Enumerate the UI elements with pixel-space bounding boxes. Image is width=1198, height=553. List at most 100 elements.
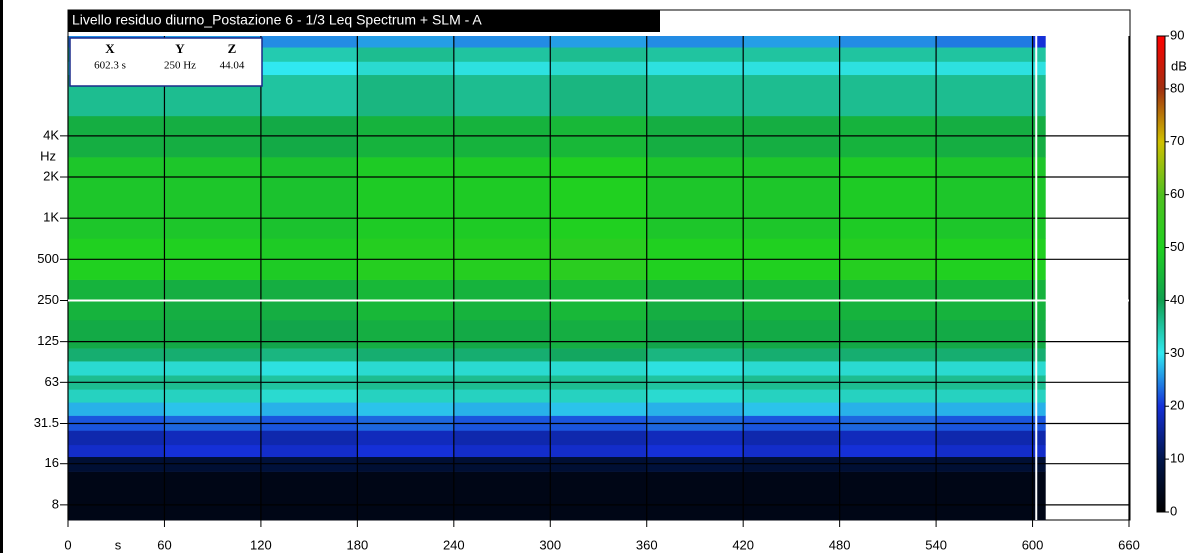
- heatmap-cell: [936, 47, 1033, 62]
- cursor-value: 602.3 s: [94, 60, 126, 72]
- heatmap-cell: [743, 36, 840, 48]
- heatmap-cell: [1032, 389, 1046, 403]
- x-axis-label: s: [115, 537, 122, 552]
- heatmap-cell: [1032, 61, 1046, 76]
- heatmap-cell: [646, 115, 744, 158]
- heatmap-cell: [839, 47, 937, 62]
- heatmap-cell: [68, 348, 165, 362]
- heatmap-cell: [260, 389, 358, 403]
- heatmap-cell: [260, 157, 358, 239]
- heatmap-cell: [839, 157, 937, 239]
- heatmap-cell: [453, 471, 551, 521]
- heatmap-cell: [357, 389, 455, 403]
- x-tick-label: 420: [732, 537, 754, 552]
- heatmap-cell: [357, 402, 455, 416]
- y-tick-label: 8: [52, 496, 59, 511]
- heatmap-cell: [357, 36, 455, 48]
- y-tick-label: 2K: [43, 168, 59, 183]
- heatmap-cell: [260, 430, 358, 446]
- heatmap-cell: [68, 456, 165, 472]
- cursor-box: [69, 37, 263, 87]
- heatmap-cell: [260, 47, 358, 62]
- heatmap-cell: [357, 430, 455, 446]
- heatmap-cell: [260, 348, 358, 362]
- heatmap-cell: [453, 47, 551, 62]
- heatmap-cell: [68, 430, 165, 446]
- heatmap-cell: [839, 348, 937, 362]
- heatmap-cell: [839, 444, 937, 458]
- heatmap-cell: [68, 157, 165, 239]
- heatmap-cell: [68, 444, 165, 458]
- heatmap-cell: [550, 74, 648, 117]
- heatmap-cell: [453, 402, 551, 416]
- heatmap-cell: [550, 348, 648, 362]
- x-tick-label: 240: [443, 537, 465, 552]
- heatmap-cell: [68, 115, 165, 158]
- heatmap-cell: [357, 47, 455, 62]
- heatmap-cell: [260, 61, 358, 76]
- window-edge: [0, 0, 3, 553]
- heatmap-cell: [453, 444, 551, 458]
- colorbar-tick-label: 70: [1170, 133, 1184, 148]
- heatmap-cell: [743, 430, 840, 446]
- heatmap-cell: [839, 389, 937, 403]
- heatmap-cell: [1032, 74, 1046, 117]
- heatmap-cell: [164, 319, 262, 349]
- heatmap-cell: [260, 74, 358, 117]
- y-tick-label: 500: [37, 251, 59, 266]
- heatmap-cell: [357, 456, 455, 472]
- heatmap-cell: [164, 456, 262, 472]
- x-tick-label: 60: [157, 537, 171, 552]
- heatmap-cell: [550, 456, 648, 472]
- heatmap-cell: [357, 348, 455, 362]
- heatmap-cell: [260, 361, 358, 376]
- cursor-value: 44.04: [220, 60, 245, 72]
- heatmap-cell: [646, 444, 744, 458]
- heatmap-cell: [550, 389, 648, 403]
- heatmap-cell: [164, 157, 262, 239]
- heatmap-cell: [646, 456, 744, 472]
- heatmap-cell: [357, 115, 455, 158]
- heatmap-cell: [550, 471, 648, 521]
- cursor-value: 250 Hz: [164, 60, 196, 72]
- heatmap-cell: [260, 444, 358, 458]
- heatmap-cell: [1032, 348, 1046, 362]
- heatmap-cell: [743, 61, 840, 76]
- heatmap-cell: [936, 115, 1033, 158]
- heatmap-cell: [1032, 402, 1046, 416]
- heatmap-cell: [260, 36, 358, 48]
- heatmap-cell: [550, 430, 648, 446]
- heatmap-cell: [839, 402, 937, 416]
- heatmap-cell: [936, 319, 1033, 349]
- x-tick-label: 0: [64, 537, 71, 552]
- heatmap-cell: [743, 115, 840, 158]
- heatmap-cell: [839, 319, 937, 349]
- heatmap-cell: [646, 319, 744, 349]
- heatmap-cell: [646, 348, 744, 362]
- heatmap-cell: [550, 36, 648, 48]
- heatmap-cell: [357, 61, 455, 76]
- heatmap-cell: [646, 36, 744, 48]
- heatmap-cell: [357, 361, 455, 376]
- heatmap-cell: [743, 74, 840, 117]
- heatmap-cell: [164, 348, 262, 362]
- heatmap-cell: [936, 402, 1033, 416]
- heatmap-cell: [646, 389, 744, 403]
- x-tick-label: 480: [829, 537, 851, 552]
- heatmap-cell: [68, 361, 165, 376]
- heatmap-cell: [743, 402, 840, 416]
- x-tick-label: 660: [1118, 537, 1140, 552]
- heatmap-cell: [357, 444, 455, 458]
- heatmap-cell: [68, 402, 165, 416]
- heatmap-cell: [453, 319, 551, 349]
- heatmap-cell: [936, 361, 1033, 376]
- heatmap-cell: [357, 74, 455, 117]
- heatmap-cell: [936, 444, 1033, 458]
- heatmap-cell: [260, 115, 358, 158]
- chart-title: Livello residuo diurno_Postazione 6 - 1/…: [72, 12, 482, 28]
- heatmap-cell: [1032, 319, 1046, 349]
- heatmap-cell: [164, 444, 262, 458]
- heatmap-cell: [646, 157, 744, 239]
- colorbar-tick-label: 60: [1170, 186, 1184, 201]
